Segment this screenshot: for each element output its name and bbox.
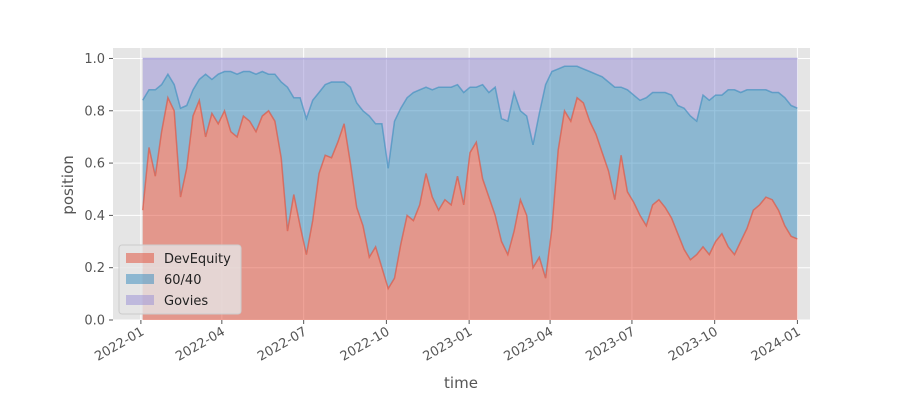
- x-tick-label: 2022-04: [173, 324, 228, 364]
- area-60-40: [142, 66, 798, 289]
- x-tick-label: 2024-01: [749, 324, 804, 364]
- line-60-40: [142, 65, 798, 169]
- y-tick-label: 0.6: [84, 157, 105, 172]
- legend-swatch: [126, 274, 154, 284]
- x-tick-label: 2023-07: [583, 324, 638, 364]
- x-axis: 2022-01 2022-04 2022-07 2022-10 2023-01 2023-…: [92, 320, 803, 365]
- y-tick-label: 0.8: [84, 104, 105, 119]
- x-tick-label: 2022-10: [338, 324, 393, 364]
- y-tick-label: 0.4: [84, 209, 105, 224]
- series-lines: [141, 57, 798, 291]
- legend-swatch: [126, 295, 154, 305]
- x-tick-label: 2022-01: [92, 324, 147, 364]
- x-axis-title: time: [444, 374, 478, 392]
- x-tick-label: 2023-01: [421, 324, 476, 364]
- y-axis: 0.0 0.2 0.4 0.6 0.8 1.0: [84, 52, 113, 329]
- area-devequity: [142, 97, 798, 320]
- series-areas: [142, 58, 798, 320]
- y-axis-title: position: [59, 155, 77, 214]
- y-tick-label: 0.0: [84, 314, 105, 329]
- x-tick-label: 2022-07: [255, 324, 310, 364]
- x-tick-label: 2023-04: [502, 324, 557, 364]
- legend-label: DevEquity: [164, 252, 231, 267]
- x-tick-label: 2023-10: [666, 324, 721, 364]
- y-tick-label: 1.0: [84, 52, 105, 67]
- legend-swatch: [126, 253, 154, 263]
- y-tick-label: 0.2: [84, 261, 105, 276]
- line-devequity: [141, 95, 798, 291]
- legend: DevEquity 60/40 Govies: [118, 244, 242, 315]
- legend-label: 60/40: [164, 273, 201, 288]
- area-govies: [142, 58, 798, 169]
- legend-label: Govies: [164, 294, 208, 309]
